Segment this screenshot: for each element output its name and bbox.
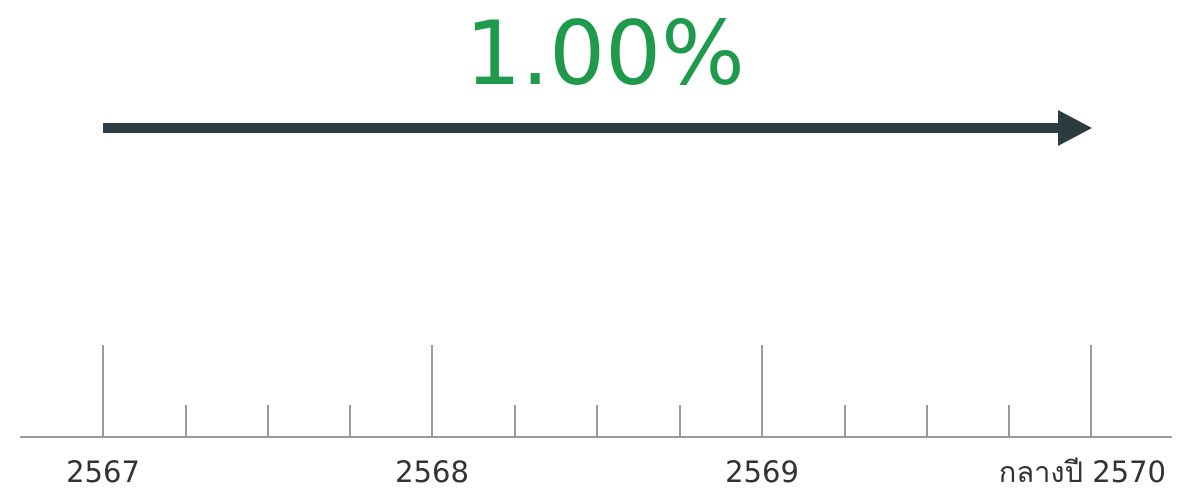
year-label: กลางปี 2570 — [999, 455, 1166, 489]
year-label: 2567 — [66, 455, 140, 489]
arrow-head — [1058, 110, 1092, 146]
year-label: 2569 — [725, 455, 799, 489]
rate-label: 1.00% — [465, 2, 745, 105]
major-ticks — [102, 345, 1092, 437]
year-label: 2568 — [395, 455, 469, 489]
minor-ticks — [185, 405, 1010, 437]
